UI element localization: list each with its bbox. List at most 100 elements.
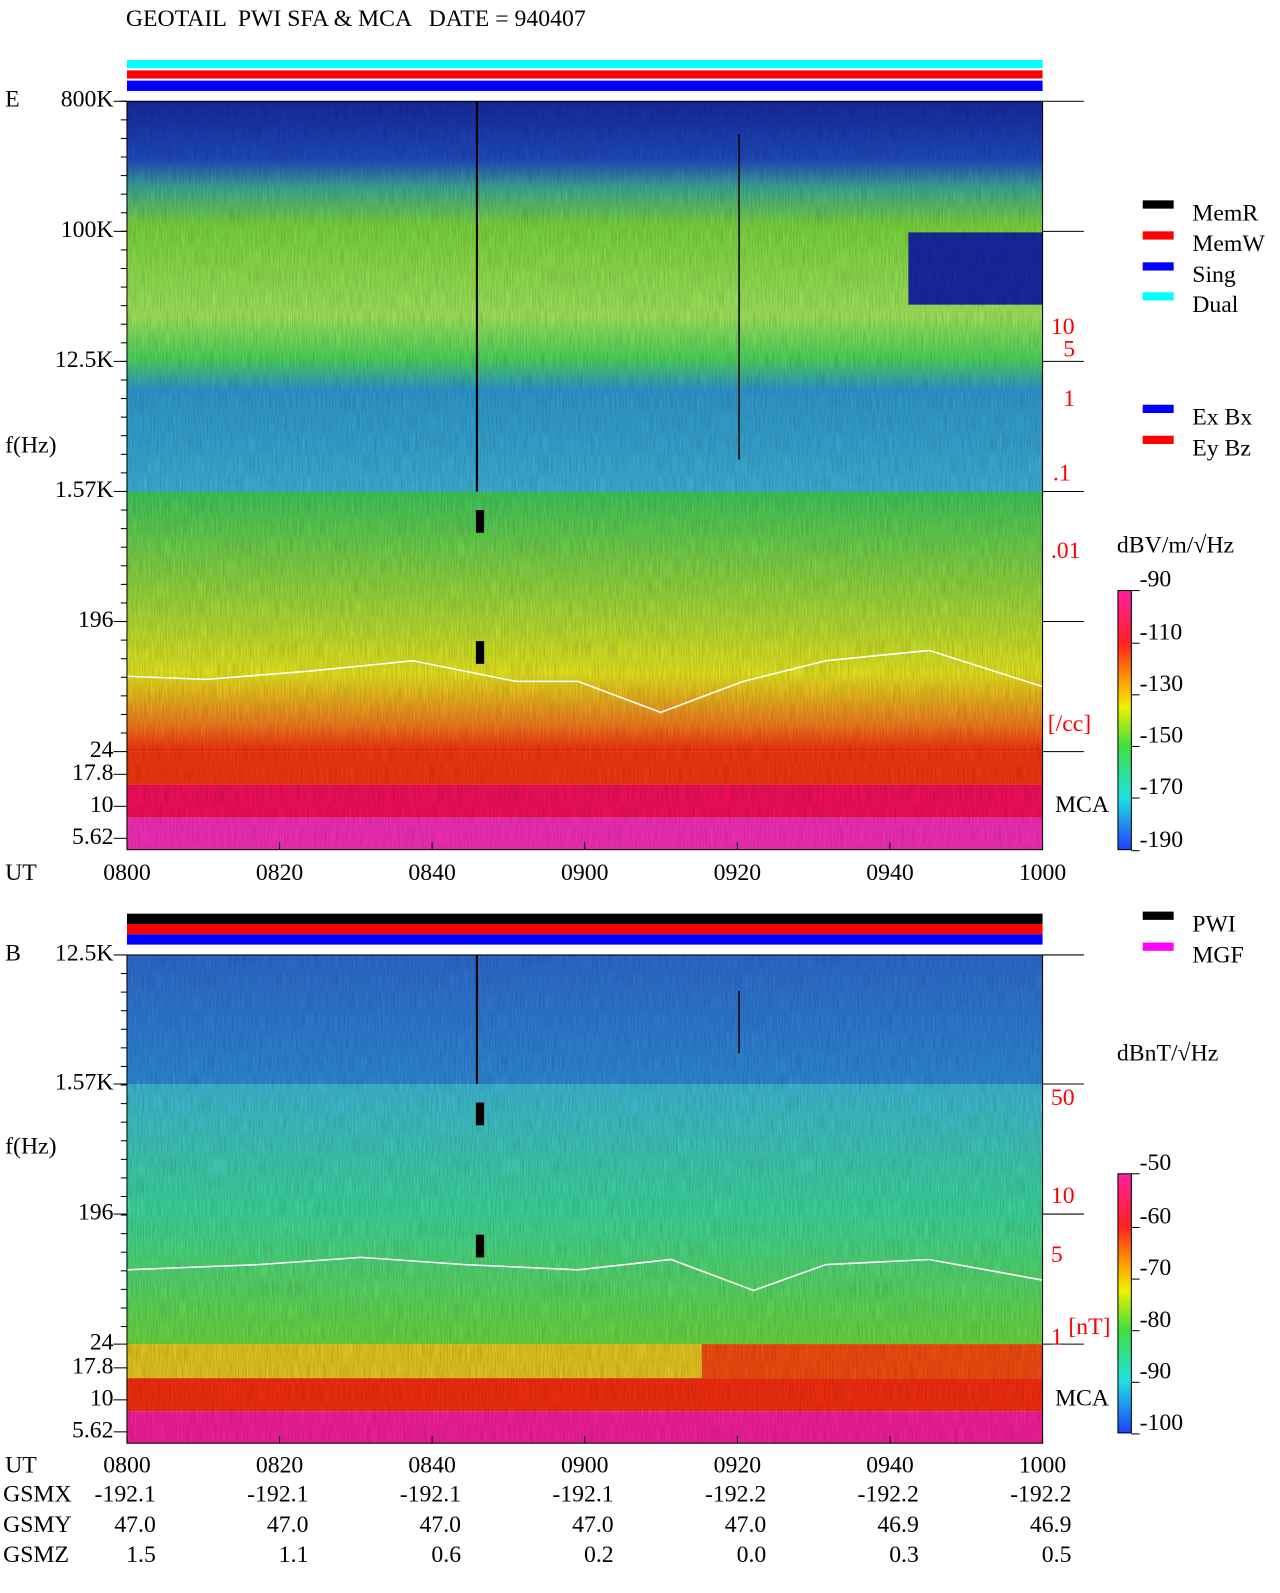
orbit-value: 47.0 — [114, 1512, 156, 1538]
legend-label: PWI — [1192, 912, 1236, 938]
legend-label: Ey Bz — [1192, 436, 1251, 462]
x-tick-label: 0900 — [561, 860, 608, 886]
title: GEOTAIL PWI SFA & MCA DATE = 940407 — [126, 6, 586, 32]
colorbar-label: dBnT/√Hz — [1117, 1041, 1218, 1067]
legend-label: Dual — [1192, 292, 1239, 318]
orbit-label: GSMX — [3, 1481, 72, 1507]
colorbar-tick-label: -90 — [1140, 1358, 1172, 1384]
orbit-value: 1.5 — [126, 1542, 156, 1568]
legend-swatch — [1142, 942, 1174, 951]
colorbar-tick-label: -60 — [1140, 1204, 1172, 1230]
y-tick-label: 10 — [90, 1385, 114, 1411]
legend-label: MemW — [1192, 231, 1265, 257]
orbit-value: -192.1 — [247, 1481, 308, 1507]
colorbar-tick-label: -190 — [1140, 827, 1184, 853]
colorbar-tick-label: -110 — [1140, 619, 1183, 645]
orbit-label: GSMY — [3, 1512, 72, 1538]
x-axis-label: UT — [5, 860, 37, 886]
x-tick-label: 0940 — [866, 860, 913, 886]
colorbar-tick-label: -100 — [1140, 1410, 1184, 1436]
colorbar — [1117, 590, 1132, 851]
colorbar-tick-label: -80 — [1140, 1307, 1172, 1333]
y-tick-label: 196 — [78, 607, 114, 633]
orbit-value: 0.2 — [584, 1542, 614, 1568]
orbit-value: 0.3 — [889, 1542, 919, 1568]
orbit-value: -192.2 — [705, 1481, 766, 1507]
colorbar-tick-label: -170 — [1140, 774, 1184, 800]
y-tick-label: 17.8 — [72, 1353, 114, 1379]
right-tick-label: 1 — [1051, 1324, 1063, 1350]
y-tick-label: 1.57K — [55, 1069, 114, 1095]
x-tick-label: 0920 — [714, 860, 761, 886]
x-tick-label: 0820 — [256, 860, 303, 886]
y-tick-label: 10 — [90, 792, 114, 818]
right-tick-label: .1 — [1053, 460, 1071, 486]
x-tick-label: 0840 — [408, 860, 455, 886]
y-tick-label: 100K — [61, 217, 114, 243]
y-tick-label: 24 — [90, 737, 114, 763]
y-tick-label: 5.62 — [72, 1417, 114, 1443]
colorbar — [1117, 1173, 1132, 1434]
x-tick-label: 1000 — [1019, 1452, 1066, 1478]
mca-label: MCA — [1055, 1385, 1109, 1411]
right-tick-label: [nT] — [1068, 1314, 1110, 1340]
legend-label: Ex Bx — [1192, 405, 1252, 431]
right-tick-label: 5 — [1051, 1242, 1063, 1268]
right-tick-label: [/cc] — [1048, 711, 1091, 737]
x-tick-label: 0840 — [408, 1452, 455, 1478]
right-tick-label: 5 — [1063, 337, 1075, 363]
y-tick-label: 800K — [61, 87, 114, 113]
orbit-value: 46.9 — [1030, 1512, 1072, 1538]
right-tick-label: 50 — [1051, 1085, 1075, 1111]
legend-label: Sing — [1192, 262, 1236, 288]
orbit-value: 0.5 — [1042, 1542, 1072, 1568]
legend-swatch — [1142, 231, 1174, 240]
mca-label: MCA — [1055, 792, 1109, 818]
legend-swatch — [1142, 404, 1174, 414]
orbit-value: 47.0 — [725, 1512, 767, 1538]
orbit-value: -192.1 — [400, 1481, 461, 1507]
colorbar-label: dBV/m/√Hz — [1117, 533, 1234, 559]
legend-label: MGF — [1192, 942, 1243, 968]
legend-swatch — [1142, 435, 1174, 444]
orbit-value: -192.2 — [1010, 1481, 1071, 1507]
colorbar-tick-label: -50 — [1140, 1150, 1172, 1176]
colorbar-tick-label: -150 — [1140, 723, 1184, 749]
legend-swatch — [1142, 911, 1174, 920]
legend-swatch — [1142, 262, 1174, 271]
y-tick-label: 1.57K — [55, 477, 114, 503]
x-tick-label: 0820 — [256, 1452, 303, 1478]
orbit-value: 46.9 — [877, 1512, 919, 1538]
orbit-value: 1.1 — [279, 1542, 309, 1568]
y-tick-label: 196 — [78, 1200, 114, 1226]
orbit-value: 47.0 — [420, 1512, 462, 1538]
colorbar-tick-label: -90 — [1140, 567, 1172, 593]
x-tick-label: 0800 — [103, 1452, 150, 1478]
right-tick-label: 10 — [1051, 1183, 1075, 1209]
panel-label: B — [5, 940, 21, 966]
colorbar-tick-label: -70 — [1140, 1255, 1172, 1281]
orbit-value: 0.6 — [431, 1542, 461, 1568]
x-axis-label: UT — [5, 1452, 37, 1478]
x-tick-label: 0940 — [866, 1452, 913, 1478]
y-axis-label: f(Hz) — [5, 1133, 56, 1159]
orbit-value: -192.1 — [552, 1481, 613, 1507]
orbit-value: -192.1 — [95, 1481, 156, 1507]
legend-swatch — [1142, 200, 1174, 209]
spectrogram-b — [126, 913, 1044, 1444]
y-tick-label: 24 — [90, 1330, 114, 1356]
orbit-value: 0.0 — [737, 1542, 767, 1568]
orbit-value: -192.2 — [858, 1481, 919, 1507]
y-tick-label: 17.8 — [72, 760, 114, 786]
orbit-value: 47.0 — [572, 1512, 614, 1538]
y-tick-label: 12.5K — [55, 347, 114, 373]
legend-swatch — [1142, 292, 1174, 301]
x-tick-label: 0800 — [103, 860, 150, 886]
x-tick-label: 1000 — [1019, 860, 1066, 886]
x-tick-label: 0900 — [561, 1452, 608, 1478]
spectrogram-e — [126, 59, 1044, 851]
x-tick-label: 0920 — [714, 1452, 761, 1478]
y-axis-label: f(Hz) — [5, 433, 56, 459]
